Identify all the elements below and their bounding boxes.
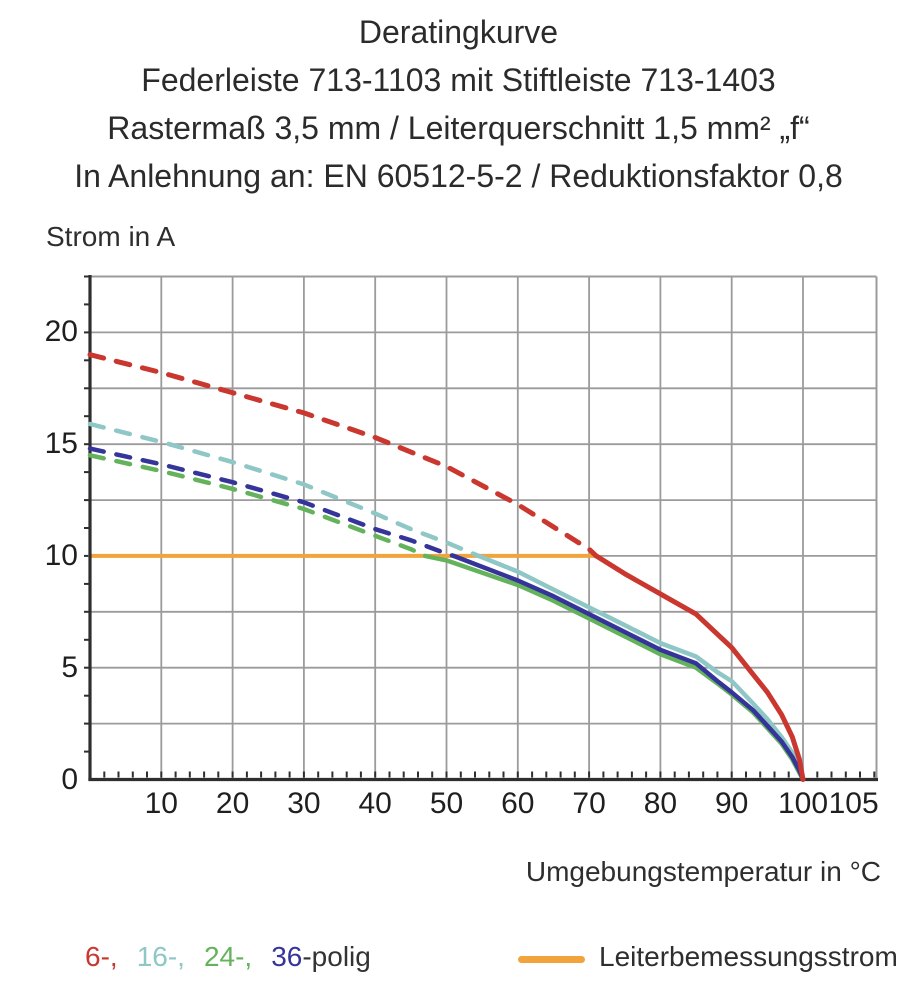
x-tick-label-100: 100 <box>777 787 829 820</box>
x-tick-label-10: 10 <box>144 787 178 820</box>
y-tick-label-10: 10 <box>44 538 78 572</box>
chart-title-block: Deratingkurve Federleiste 713-1103 mit S… <box>0 8 917 200</box>
x-tick-label-90: 90 <box>715 787 749 820</box>
rated-current-line-swatch <box>518 956 585 963</box>
x-axis-title: Umgebungstemperatur in °C <box>525 856 881 887</box>
subtitle-pitch: Rastermaß 3,5 mm / Leiterquerschnitt 1,5… <box>107 110 810 146</box>
y-tick-label-5: 5 <box>61 650 78 684</box>
x-tick-label-40: 40 <box>358 787 392 820</box>
legend-item-16-polig: 16-, <box>136 941 185 972</box>
legend-item-24-polig: 24-, <box>203 941 253 972</box>
x-tick-label-80: 80 <box>643 787 678 820</box>
x-tick-label-60: 60 <box>501 787 535 820</box>
x-tick-label-105: 105 <box>828 787 879 820</box>
x-tick-label-70: 70 <box>572 787 606 820</box>
legend-item-36-polig: 36 <box>271 941 303 972</box>
curve-16-polig-dashed <box>87 421 481 559</box>
legend-item-6-polig: 6-, <box>85 941 118 972</box>
legend-series: 6-, 16-, 24-, 36-polig <box>85 941 371 973</box>
x-tick-label-20: 20 <box>215 787 250 820</box>
curve-36-polig-solid <box>451 553 806 782</box>
derating-plot <box>84 275 878 782</box>
x-tick-label-30: 30 <box>287 787 321 820</box>
y-tick-label-20: 20 <box>44 315 78 349</box>
curve-36-polig-dashed <box>87 446 456 559</box>
x-tick-label-50: 50 <box>429 787 464 820</box>
subtitle-standard: In Anlehnung an: EN 60512-5-2 / Reduktio… <box>74 158 843 194</box>
page-title: Deratingkurve <box>358 14 559 50</box>
legend-item-polig-suffix: -polig <box>302 941 371 972</box>
y-tick-label-0: 0 <box>61 762 78 796</box>
curve-24-polig-dashed <box>87 453 428 559</box>
y-tick-label-15: 15 <box>44 427 78 461</box>
curve-6-polig-solid <box>593 553 806 782</box>
curve-16-polig-solid <box>476 553 806 782</box>
rated-current-line-label: Leiterbemessungsstrom <box>599 941 898 972</box>
curve-6-polig-dashed <box>87 352 599 559</box>
y-axis-title: Strom in A <box>46 221 176 252</box>
subtitle-product: Federleiste 713-1103 mit Stiftleiste 713… <box>141 62 776 98</box>
